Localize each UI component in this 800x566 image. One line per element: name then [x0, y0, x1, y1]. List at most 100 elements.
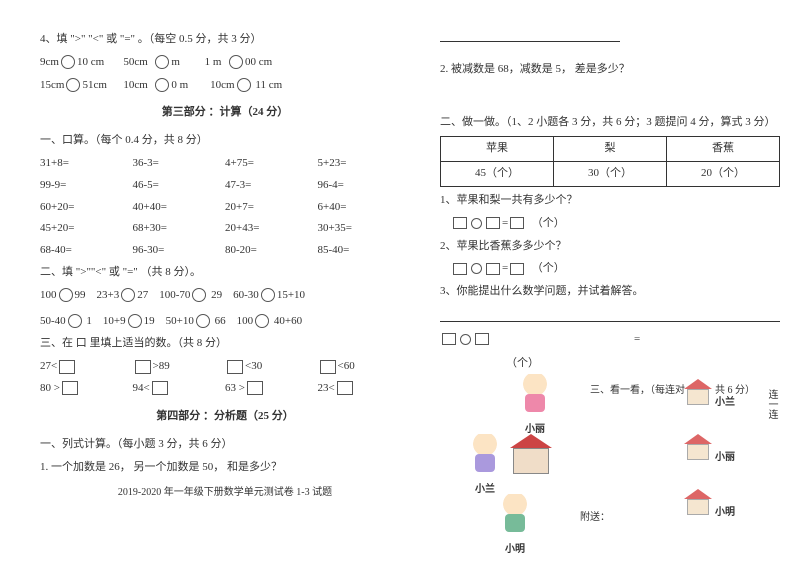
- p4-s1-title: 一、列式计算。（每小题 3 分，共 6 分）: [40, 435, 410, 455]
- fill-box[interactable]: [247, 381, 263, 395]
- p4-q1: 1. 一个加数是 26， 另一个加数是 50， 和是多少？: [40, 458, 410, 478]
- unit: （个）: [506, 357, 539, 369]
- label: 小兰: [715, 397, 735, 408]
- house-right-1: 小兰: [684, 379, 735, 413]
- kid-xiaoli-top: 小丽: [520, 374, 550, 440]
- compare-circle[interactable]: [68, 314, 82, 328]
- calc-cell: 80-20=: [225, 241, 318, 261]
- compare-circle[interactable]: [59, 288, 73, 302]
- calc-cell: 31+8=: [40, 154, 133, 174]
- tq2: 2、苹果比香蕉多多少个？: [440, 237, 780, 257]
- fill-box[interactable]: [475, 333, 489, 345]
- matching-exercise: 三、看一看，（每连对 2 分，共 6 分） 连一连 小丽 小兰 小明 小兰 小丽…: [440, 374, 780, 544]
- right-column: 2. 被减数是 68，减数是 5， 差是多少？ 二、做一做。（1、2 小题各 3…: [440, 30, 780, 556]
- answer-line-2[interactable]: [440, 321, 780, 322]
- compare-circle[interactable]: [121, 288, 135, 302]
- op-circle[interactable]: [471, 218, 482, 229]
- v: 40+60: [274, 315, 302, 327]
- calc-cell: 30+35=: [318, 219, 411, 239]
- q4-row1: 9cm10 cm 50cm m 1 m 00 cm: [40, 53, 410, 73]
- fill-box[interactable]: [510, 263, 524, 275]
- calc-cell: 96-30=: [133, 241, 226, 261]
- calc-cell: 96-4=: [318, 176, 411, 196]
- tq2-boxes: = （个）: [440, 259, 780, 279]
- fill-box[interactable]: [453, 263, 467, 275]
- house-right-3: 小明: [684, 489, 735, 523]
- compare-circle[interactable]: [229, 55, 243, 69]
- td: 30（个）: [554, 162, 667, 187]
- kid-icon: [520, 374, 550, 414]
- tq3-boxes: =: [440, 330, 780, 350]
- calc-cell: 46-5=: [133, 176, 226, 196]
- v: >89: [153, 360, 170, 372]
- compare-circle[interactable]: [128, 314, 142, 328]
- v: 15+10: [277, 289, 305, 301]
- td: 20（个）: [667, 162, 780, 187]
- op-circle[interactable]: [471, 263, 482, 274]
- answer-blank[interactable]: [440, 30, 780, 50]
- v: 50+10: [166, 315, 194, 327]
- affix: 附送：: [580, 509, 610, 527]
- compare-circle[interactable]: [192, 288, 206, 302]
- house-icon: [684, 434, 712, 460]
- c: 10 cm: [77, 56, 104, 68]
- fill-box[interactable]: [152, 381, 168, 395]
- part4-heading: 第四部分 ：分析题（25 分）: [40, 407, 410, 427]
- v: 66: [215, 315, 226, 327]
- fill-box[interactable]: [135, 360, 151, 374]
- v: <60: [338, 360, 355, 372]
- fill-box[interactable]: [442, 333, 456, 345]
- house-icon: [684, 489, 712, 515]
- calc-cell: 4+75=: [225, 154, 318, 174]
- label: 小丽: [715, 452, 735, 463]
- v: 50-40: [40, 315, 66, 327]
- fruit-table: 苹果梨香蕉 45（个）30（个）20（个）: [440, 136, 780, 187]
- fill-box[interactable]: [510, 217, 524, 229]
- v: 19: [144, 315, 155, 327]
- c: 51cm: [82, 79, 106, 91]
- kid-icon: [500, 494, 530, 534]
- compare-circle[interactable]: [261, 288, 275, 302]
- compare-circle[interactable]: [237, 78, 251, 92]
- part3-heading: 第三部分 ：计算（24 分）: [40, 103, 410, 123]
- v: 100: [237, 315, 254, 327]
- fill-box[interactable]: [320, 360, 336, 374]
- calc-cell: 60+20=: [40, 198, 133, 218]
- calc-cell: 68+30=: [133, 219, 226, 239]
- c: 15cm: [40, 79, 64, 91]
- th: 香蕉: [667, 137, 780, 162]
- q4-row2: 15cm51cm 10cm 0 m 10cm 11 cm: [40, 76, 410, 96]
- fill-box[interactable]: [59, 360, 75, 374]
- compare-circle[interactable]: [196, 314, 210, 328]
- link-word: 连一连: [762, 389, 780, 419]
- compare-circle[interactable]: [66, 78, 80, 92]
- compare-circle[interactable]: [61, 55, 75, 69]
- fill-box[interactable]: [227, 360, 243, 374]
- tq1-boxes: = （个）: [440, 214, 780, 234]
- fill-box[interactable]: [453, 217, 467, 229]
- q2: 2. 被减数是 68，减数是 5， 差是多少？: [440, 60, 780, 80]
- op-circle[interactable]: [460, 334, 471, 345]
- fill-box[interactable]: [62, 381, 78, 395]
- v: 80 >: [40, 382, 60, 394]
- fill-box[interactable]: [486, 217, 500, 229]
- label: 小明: [500, 541, 530, 559]
- v: <30: [245, 360, 262, 372]
- compare-circle[interactable]: [255, 314, 269, 328]
- house-right-2: 小丽: [684, 434, 735, 468]
- left-column: 4、填 ">" "<" 或 "=" 。（每空 0.5 分，共 3 分） 9cm1…: [40, 30, 410, 556]
- s2-title: 二、填 ">""<" 或 "=" （共 8 分）。: [40, 263, 410, 283]
- v: 27<: [40, 360, 57, 372]
- s3-row2: 80 > 94< 63 > 23<: [40, 379, 410, 399]
- label: 小明: [715, 507, 735, 518]
- fill-box[interactable]: [486, 263, 500, 275]
- c: 11 cm: [255, 79, 282, 91]
- house-icon: [510, 434, 552, 474]
- compare-circle[interactable]: [155, 55, 169, 69]
- th: 梨: [554, 137, 667, 162]
- fill-box[interactable]: [337, 381, 353, 395]
- v: 99: [75, 289, 86, 301]
- calc-cell: 5+23=: [318, 154, 411, 174]
- calc-grid: 31+8=36-3=4+75=5+23=99-9=46-5=47-3=96-4=…: [40, 154, 410, 261]
- compare-circle[interactable]: [155, 78, 169, 92]
